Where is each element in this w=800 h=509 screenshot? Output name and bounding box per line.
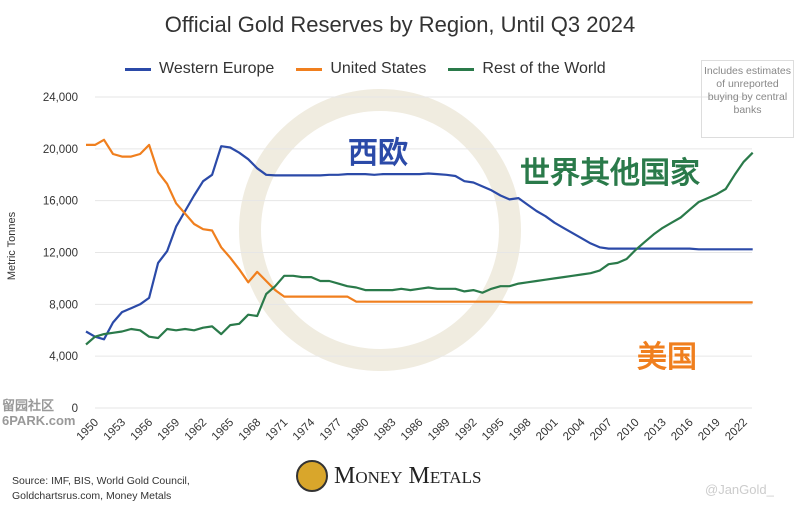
legend: Western Europe United States Rest of the…	[125, 60, 606, 78]
source-line: Source: IMF, BIS, World Gold Council,	[12, 475, 190, 487]
x-tick-label: 1980	[345, 417, 372, 444]
y-tick-label: 4,000	[49, 351, 78, 363]
x-tick-label: 1956	[129, 417, 156, 444]
x-tick-label: 1962	[183, 417, 210, 444]
credit-watermark: @JanGold_	[705, 482, 774, 497]
x-tick-label: 1974	[291, 416, 318, 443]
legend-swatch	[296, 67, 323, 71]
x-tick-label: 2019	[696, 417, 723, 444]
x-tick-label: 2004	[561, 416, 588, 443]
x-tick-label: 1977	[318, 417, 345, 444]
watermark-seal	[239, 89, 521, 371]
legend-label: United States	[330, 60, 427, 77]
x-tick-label: 1983	[372, 417, 399, 444]
source-line: Goldchartsrus.com, Money Metals	[12, 490, 172, 502]
y-tick-label: 16,000	[43, 196, 78, 208]
annotation-western-europe-cn: 西欧	[348, 136, 408, 171]
torch-icon	[296, 460, 328, 492]
source-text: Source: IMF, BIS, World Gold Council, Gol…	[12, 474, 190, 504]
series-line-united-states	[86, 138, 753, 304]
x-tick-label: 1998	[507, 417, 534, 444]
y-tick-label: 12,000	[43, 248, 78, 260]
x-tick-label: 2007	[588, 417, 615, 444]
x-tick-label: 1950	[75, 417, 102, 444]
x-tick-label: 2022	[723, 417, 750, 444]
x-tick-label: 1971	[264, 417, 291, 444]
x-tick-label: 1968	[237, 417, 264, 444]
y-tick-label: 24,000	[43, 92, 78, 104]
legend-label: Rest of the World	[482, 60, 606, 77]
legend-swatch	[448, 67, 475, 71]
x-tick-label: 1995	[480, 417, 507, 444]
series-line-rest-of-the-world	[85, 151, 754, 346]
watermark-line: 6PARK.com	[2, 413, 76, 428]
y-axis-label: Metric Tonnes	[6, 211, 19, 281]
series-line-western-europe	[85, 145, 753, 341]
logo-text: Money Metals	[334, 462, 482, 489]
x-tick-label: 2016	[669, 417, 696, 444]
x-tick-label: 1989	[426, 417, 453, 444]
annotation-rest-cn: 世界其他国家	[520, 156, 700, 191]
legend-item-rest-of-world: Rest of the World	[448, 60, 606, 78]
x-tick-label: 2013	[642, 417, 669, 444]
annotation-us-cn: 美国	[637, 340, 697, 375]
legend-item-united-states: United States	[296, 60, 426, 78]
watermark-6park: 留园社区 6PARK.com	[2, 398, 75, 428]
x-tick-label: 1953	[102, 417, 129, 444]
note-box: Includes estimates of unreported buying …	[701, 60, 794, 138]
x-tick-label: 1959	[156, 417, 183, 444]
x-tick-label: 1992	[453, 417, 480, 444]
x-tick-label: 1986	[399, 417, 426, 444]
watermark-line: 留园社区	[2, 398, 55, 413]
y-tick-label: 0	[72, 403, 78, 415]
legend-item-western-europe: Western Europe	[125, 60, 274, 78]
y-tick-label: 8,000	[49, 299, 78, 311]
x-tick-label: 2010	[615, 417, 642, 444]
legend-label: Western Europe	[159, 60, 275, 77]
legend-swatch	[125, 67, 151, 71]
money-metals-logo: Money Metals	[296, 460, 481, 492]
chart-title: Official Gold Reserves by Region, Until …	[164, 12, 636, 37]
y-tick-label: 20,000	[43, 144, 78, 156]
x-tick-label: 2001	[534, 417, 561, 444]
x-tick-label: 1965	[210, 417, 237, 444]
